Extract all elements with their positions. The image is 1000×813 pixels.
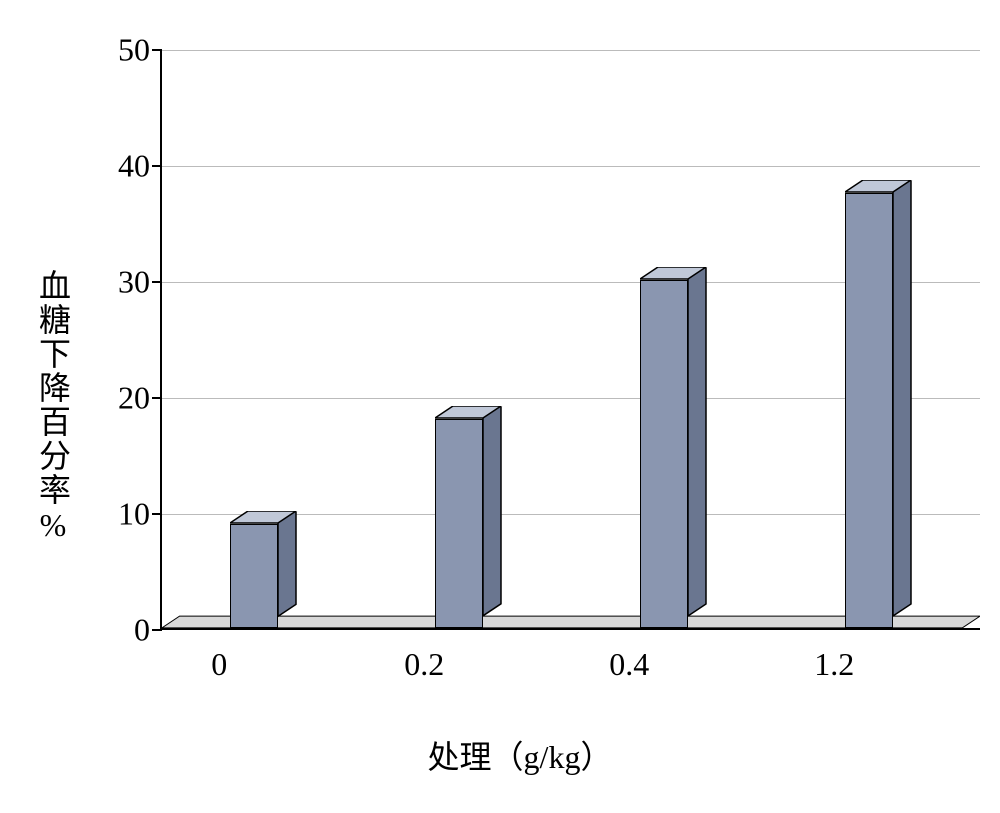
bar-front bbox=[640, 280, 688, 628]
plot-area: 0102030405000.20.41.2 bbox=[160, 50, 980, 630]
x-tick-label: 0.4 bbox=[609, 646, 649, 683]
bar-top bbox=[640, 267, 708, 281]
y-tick bbox=[152, 165, 162, 167]
y-axis-label-text: 血糖下降百分率% bbox=[35, 269, 71, 545]
bar-top bbox=[435, 406, 503, 420]
x-axis-label-text: 处理（g/kg） bbox=[428, 739, 613, 775]
bar-top bbox=[845, 180, 913, 194]
bar-front bbox=[230, 524, 278, 628]
y-tick-label: 40 bbox=[118, 148, 150, 185]
bar-front bbox=[845, 193, 893, 628]
gridline bbox=[162, 50, 980, 51]
bar bbox=[435, 419, 483, 628]
y-tick bbox=[152, 281, 162, 283]
y-tick bbox=[152, 629, 162, 631]
y-axis-label: 血糖下降百分率% bbox=[30, 269, 76, 545]
y-tick bbox=[152, 513, 162, 515]
y-tick bbox=[152, 397, 162, 399]
bar-side bbox=[482, 407, 502, 628]
bar-side bbox=[892, 181, 912, 628]
bar-side bbox=[687, 268, 707, 628]
x-axis-label: 处理（g/kg） bbox=[428, 732, 613, 778]
x-tick-label: 0.2 bbox=[404, 646, 444, 683]
y-tick-label: 20 bbox=[118, 380, 150, 417]
bar-top bbox=[230, 511, 298, 525]
gridline bbox=[162, 166, 980, 167]
bar bbox=[230, 524, 278, 628]
chart-container: 血糖下降百分率% 处理（g/kg） 0102030405000.20.41.2 bbox=[20, 20, 1000, 793]
bar-front bbox=[435, 419, 483, 628]
x-tick-label: 1.2 bbox=[814, 646, 854, 683]
y-tick-label: 10 bbox=[118, 496, 150, 533]
bar bbox=[640, 280, 688, 628]
bar-side bbox=[277, 512, 297, 628]
y-tick bbox=[152, 49, 162, 51]
y-tick-label: 50 bbox=[118, 32, 150, 69]
y-tick-label: 30 bbox=[118, 264, 150, 301]
x-tick-label: 0 bbox=[211, 646, 227, 683]
bar bbox=[845, 193, 893, 628]
y-tick-label: 0 bbox=[134, 612, 150, 649]
